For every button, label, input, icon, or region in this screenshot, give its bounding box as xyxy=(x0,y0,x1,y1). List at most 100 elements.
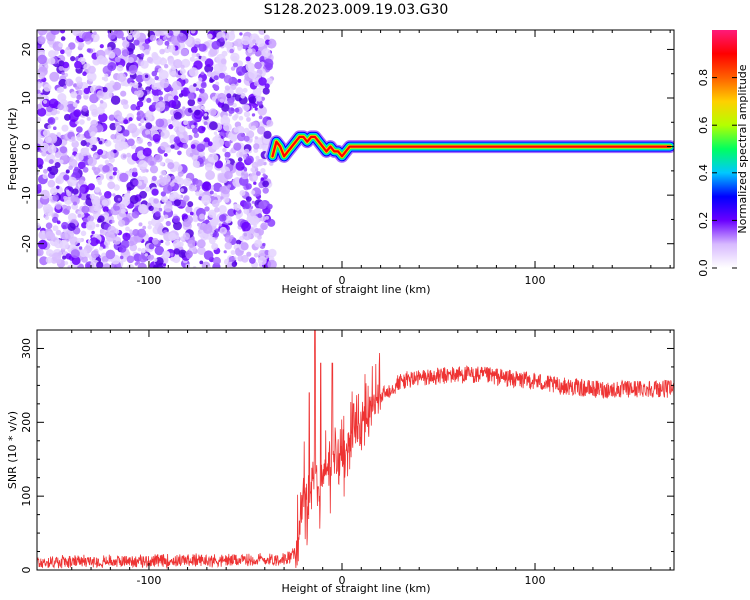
noise-cell xyxy=(244,148,250,154)
colorbar-label: Normalized spectral amplitude xyxy=(736,64,749,233)
noise-cell xyxy=(249,257,256,264)
noise-cell xyxy=(195,191,201,197)
noise-cell xyxy=(260,168,266,174)
noise-cell xyxy=(106,83,111,87)
noise-cell xyxy=(251,125,257,131)
noise-cell xyxy=(37,131,41,138)
noise-cell xyxy=(175,164,183,172)
noise-cell xyxy=(63,174,70,181)
noise-cell xyxy=(168,100,177,108)
y-tick-label: 0 xyxy=(20,143,33,150)
noise-cell xyxy=(189,56,195,62)
noise-cell xyxy=(265,62,273,71)
noise-cell xyxy=(242,87,248,93)
noise-cell xyxy=(237,132,246,142)
noise-cell xyxy=(104,73,109,78)
noise-cell xyxy=(221,103,230,112)
noise-cell xyxy=(55,175,65,185)
noise-cell xyxy=(245,56,251,62)
noise-cell xyxy=(151,175,157,181)
noise-cell xyxy=(224,85,231,91)
noise-cell xyxy=(56,185,60,190)
noise-cell xyxy=(104,140,112,147)
noise-cell xyxy=(261,48,271,58)
noise-cell xyxy=(235,161,245,171)
noise-cell xyxy=(140,118,145,124)
noise-cell xyxy=(204,163,213,172)
noise-cell xyxy=(257,158,265,167)
spectrogram-noise-cells xyxy=(37,30,277,268)
noise-cell xyxy=(239,32,243,36)
noise-cell xyxy=(66,205,72,211)
noise-cell xyxy=(78,42,85,49)
noise-cell xyxy=(53,126,57,130)
noise-cell xyxy=(182,143,189,149)
noise-cell xyxy=(213,75,219,81)
noise-cell xyxy=(257,256,267,266)
noise-cell xyxy=(209,121,218,131)
snr-y-ticks: 0 100 200 300 xyxy=(20,329,674,574)
noise-cell xyxy=(153,257,158,262)
noise-cell xyxy=(236,66,246,76)
colorbar-tick-label: 0.0 xyxy=(697,259,710,277)
noise-cell xyxy=(109,80,115,86)
noise-cell xyxy=(84,147,90,153)
noise-cell xyxy=(90,131,96,137)
noise-cell xyxy=(247,47,253,54)
noise-cell xyxy=(70,194,79,203)
noise-cell xyxy=(229,48,234,54)
noise-cell xyxy=(107,225,117,235)
noise-cell xyxy=(224,170,233,180)
noise-cell xyxy=(201,181,212,192)
noise-cell xyxy=(125,226,130,232)
noise-cell xyxy=(96,90,105,99)
noise-cell xyxy=(236,243,240,248)
noise-cell xyxy=(112,171,117,176)
noise-cell xyxy=(106,151,115,160)
noise-cell xyxy=(218,223,222,227)
noise-cell xyxy=(66,46,70,51)
noise-cell xyxy=(172,215,180,223)
noise-cell xyxy=(37,248,44,257)
x-tick-label: 0 xyxy=(338,574,345,587)
snr-background xyxy=(37,330,674,570)
noise-cell xyxy=(249,33,260,44)
noise-cell xyxy=(113,110,123,120)
noise-cell xyxy=(97,215,105,223)
noise-cell xyxy=(173,221,182,231)
noise-cell xyxy=(160,170,167,176)
noise-cell xyxy=(121,36,126,41)
noise-cell xyxy=(153,198,159,204)
noise-cell xyxy=(209,108,217,117)
y-tick-label: -20 xyxy=(20,235,33,253)
noise-cell xyxy=(59,159,64,164)
noise-cell xyxy=(167,95,173,101)
x-tick-label: -100 xyxy=(136,274,161,287)
noise-cell xyxy=(230,66,236,71)
noise-cell xyxy=(241,221,252,232)
noise-cell xyxy=(70,56,76,62)
noise-cell xyxy=(224,151,231,158)
noise-cell xyxy=(267,259,277,268)
noise-cell xyxy=(61,232,69,240)
noise-cell xyxy=(87,239,92,244)
noise-cell xyxy=(128,64,138,74)
noise-cell xyxy=(138,222,143,227)
noise-cell xyxy=(137,247,142,252)
noise-cell xyxy=(218,72,226,79)
noise-cell xyxy=(147,156,157,167)
noise-cell xyxy=(143,49,150,56)
noise-cell xyxy=(219,98,225,103)
noise-cell xyxy=(43,169,48,174)
noise-cell xyxy=(258,200,268,210)
noise-cell xyxy=(87,215,94,223)
noise-cell xyxy=(261,224,267,231)
noise-cell xyxy=(97,180,102,186)
noise-cell xyxy=(59,240,69,250)
noise-cell xyxy=(47,179,56,188)
noise-cell xyxy=(87,183,95,191)
noise-cell xyxy=(47,166,52,172)
noise-cell xyxy=(224,235,233,243)
noise-cell xyxy=(103,239,111,247)
